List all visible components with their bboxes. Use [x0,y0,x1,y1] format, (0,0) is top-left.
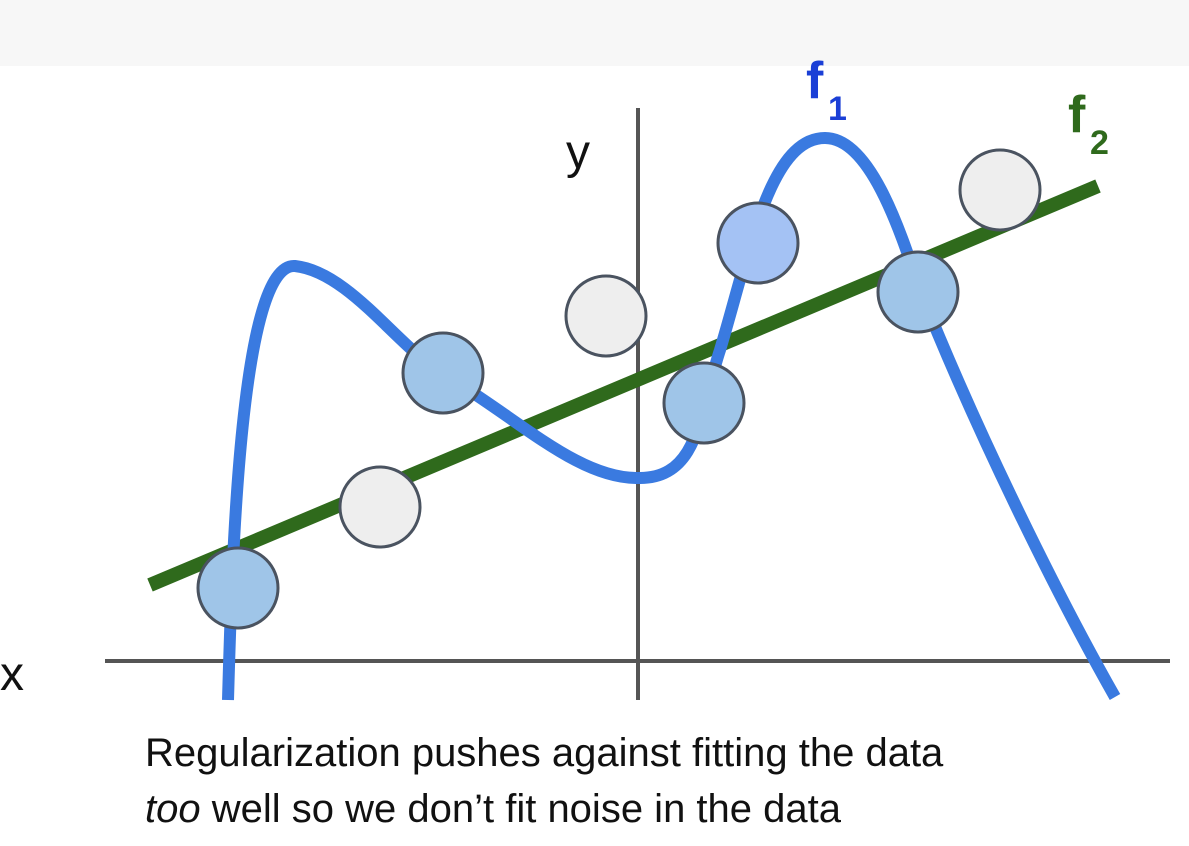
curve-subscript: 2 [1090,124,1109,162]
point [401,331,485,415]
x-axis-label: x [0,648,24,701]
curve-label: f [806,52,824,110]
curve-label: f [1068,86,1086,144]
point [564,274,648,358]
points [196,148,1042,630]
point [716,201,800,285]
caption-line: too well so we don’t fit noise in the da… [145,787,842,831]
point [662,361,746,445]
point [196,546,280,630]
caption-line: Regularization pushes against fitting th… [145,731,944,775]
point [958,148,1042,232]
curve-subscript: 1 [828,90,847,128]
top-band [0,0,1189,66]
caption-emphasis: too [145,787,201,831]
caption-text: well so we don’t fit noise in the data [211,787,842,831]
line-f2 [147,179,1101,592]
y-axis-label: y [566,126,590,179]
point [338,465,422,549]
point [876,250,960,334]
